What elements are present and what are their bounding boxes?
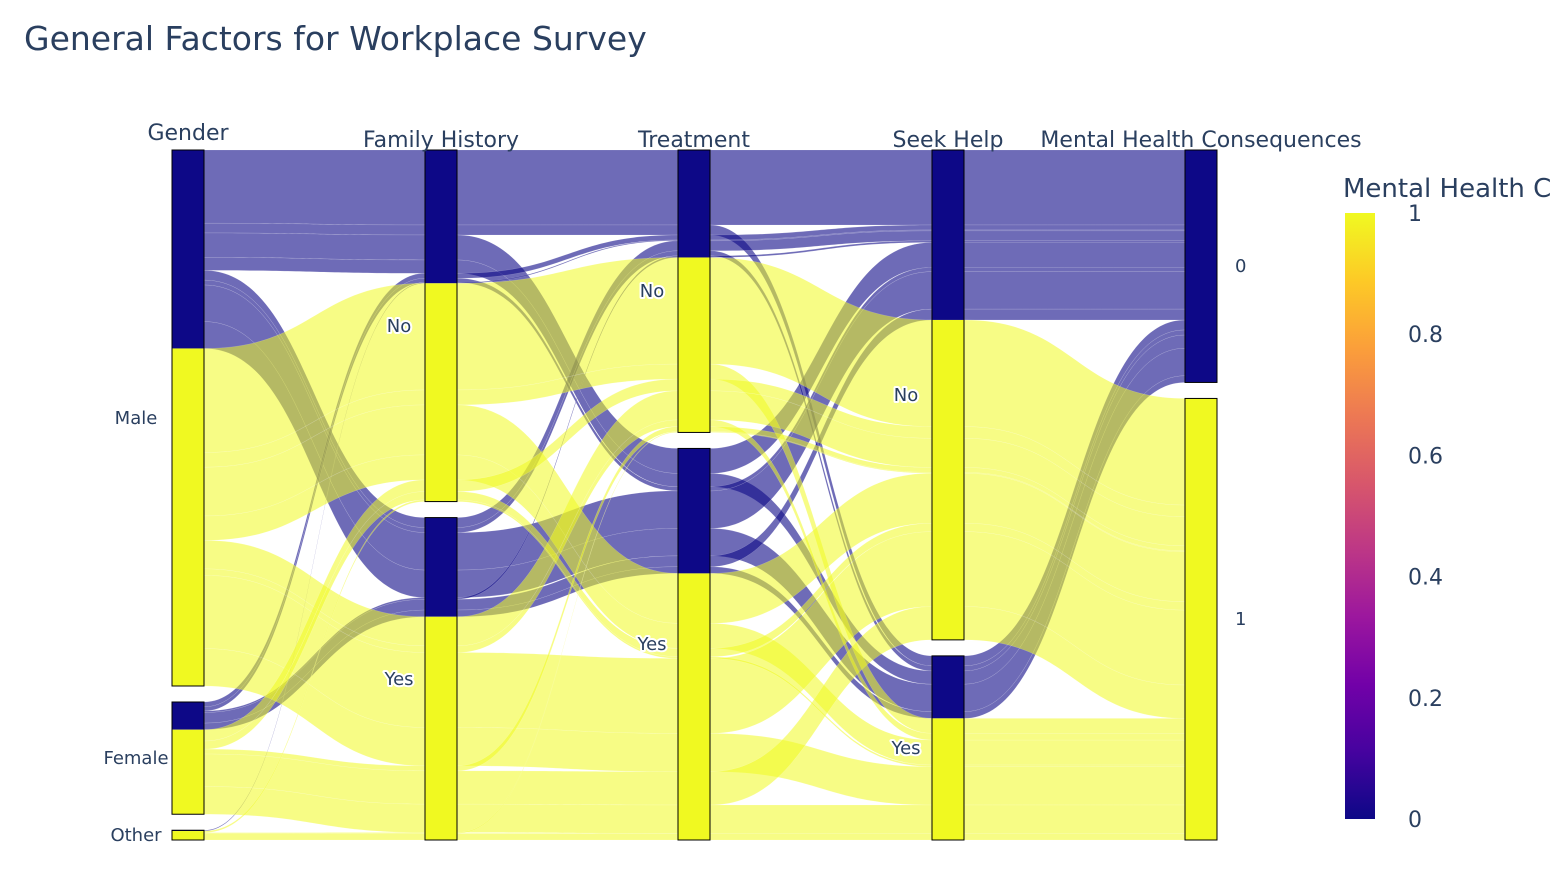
category-bar-layer: [171, 149, 1218, 841]
ribbon-male-yes-no-no-0-3[interactable]: [963, 230, 1186, 241]
category-bar-seek-help-yes[interactable]: [931, 655, 965, 841]
ribbon-male-no-no-no-0-1[interactable]: [456, 149, 679, 226]
category-bar-gender-other[interactable]: [171, 829, 205, 841]
ribbon-male-yes-yes-no-1-1[interactable]: [456, 652, 679, 734]
ribbon-other-yes-yes-yes-1-2[interactable]: [709, 833, 933, 841]
category-bar-seek-help-no[interactable]: [931, 149, 965, 641]
category-bar-family-history-yes[interactable]: [424, 517, 458, 841]
bar-segment-treatment-no-1[interactable]: [678, 257, 710, 433]
category-label-mental-health-consequences-0: 0: [1235, 256, 1246, 277]
bar-segment-gender-female-0[interactable]: [172, 701, 204, 730]
category-bar-gender-male[interactable]: [171, 149, 205, 687]
bar-segment-treatment-yes-0[interactable]: [678, 448, 710, 574]
colorbar-tick-0-8: 0.8: [1408, 323, 1443, 348]
ribbon-female-yes-no-no-0-3[interactable]: [963, 240, 1186, 243]
ribbon-other-yes-yes-yes-1-0[interactable]: [203, 833, 426, 841]
ribbon-female-no-no-no-0-3[interactable]: [963, 224, 1186, 231]
bar-segment-mental-health-consequences-0-0[interactable]: [1185, 150, 1217, 383]
ribbon-male-no-no-no-0-0[interactable]: [203, 149, 426, 226]
ribbon-female-yes-yes-no-1-1[interactable]: [456, 770, 679, 806]
bar-segment-treatment-no-0[interactable]: [678, 150, 710, 258]
ribbon-male-no-yes-yes-0-0[interactable]: [203, 257, 426, 274]
ribbon-other-yes-yes-yes-1-3[interactable]: [963, 833, 1186, 841]
category-label-family-history-yes: Yes: [383, 669, 413, 690]
colorbar-tick-1: 1: [1408, 202, 1422, 227]
colorbar-tick-0: 0: [1408, 808, 1422, 833]
ribbon-male-no-no-no-0-2[interactable]: [709, 149, 933, 226]
ribbon-male-yes-yes-yes-1-3[interactable]: [963, 766, 1186, 806]
ribbon-female-yes-yes-yes-1-2[interactable]: [709, 804, 933, 834]
category-bar-mental-health-consequences-1[interactable]: [1184, 397, 1218, 841]
dimension-label-gender[interactable]: Gender: [147, 121, 229, 146]
label-layer: Male Female Other Gender No Yes Family History…: [101, 121, 1361, 848]
ribbon-other-yes-yes-yes-1-1[interactable]: [456, 833, 679, 841]
ribbon-male-no-no-no-0-3[interactable]: [963, 149, 1186, 226]
ribbon-female-yes-yes-yes-1-3[interactable]: [963, 804, 1186, 834]
dimension-label-mental-health-consequences[interactable]: Mental Health Consequences: [1040, 128, 1361, 153]
category-label-family-history-no: No: [387, 316, 411, 337]
category-label-gender-female: Female: [103, 748, 168, 769]
ribbon-male-no-yes-no-0-0[interactable]: [203, 232, 426, 261]
ribbon-layer: [203, 149, 1186, 841]
ribbon-male-yes-no-yes-1-3[interactable]: [963, 733, 1186, 741]
ribbon-male-no-yes-yes-1-3[interactable]: [963, 739, 1186, 766]
ribbon-female-no-yes-no-0-3[interactable]: [963, 267, 1186, 272]
chart-title: General Factors for Workplace Survey: [24, 19, 647, 58]
dimension-label-seek-help[interactable]: Seek Help: [893, 128, 1004, 153]
ribbon-male-no-no-yes-0-1[interactable]: [456, 224, 679, 236]
ribbon-male-no-yes-no-0-3[interactable]: [963, 242, 1186, 268]
bar-segment-family-history-no-0[interactable]: [425, 150, 457, 284]
colorbar-tick-0-6: 0.6: [1408, 444, 1443, 469]
ribbon-male-yes-yes-yes-1-1[interactable]: [456, 727, 679, 772]
colorbar: Mental Health Consequences 0 0.2 0.4 0.6 0.8…: [1343, 174, 1550, 833]
bar-segment-treatment-yes-1[interactable]: [678, 573, 710, 840]
colorbar-ticks: 0 0.2 0.4 0.6 0.8 1: [1408, 202, 1443, 833]
category-bar-family-history-no[interactable]: [424, 149, 458, 503]
bar-segment-gender-male-1[interactable]: [172, 348, 204, 686]
bar-segment-family-history-yes-1[interactable]: [425, 616, 457, 840]
category-label-seek-help-no: No: [894, 385, 918, 406]
colorbar-gradient: [1345, 213, 1375, 819]
bar-segment-family-history-no-1[interactable]: [425, 283, 457, 502]
bar-segment-gender-male-0[interactable]: [172, 150, 204, 349]
category-label-gender-male: Male: [115, 408, 158, 429]
category-label-seek-help-yes: Yes: [890, 738, 920, 759]
bar-segment-seek-help-no-0[interactable]: [932, 150, 964, 320]
ribbon-male-no-no-yes-1-3[interactable]: [963, 718, 1186, 734]
colorbar-title: Mental Health Consequences: [1343, 174, 1550, 204]
category-label-treatment-yes: Yes: [636, 634, 666, 655]
bar-segment-gender-other-1[interactable]: [172, 831, 204, 840]
colorbar-tick-0-2: 0.2: [1408, 687, 1443, 712]
category-bar-gender-female[interactable]: [171, 701, 205, 815]
category-bar-treatment-no[interactable]: [677, 149, 711, 433]
dimension-label-treatment[interactable]: Treatment: [637, 128, 750, 153]
category-bar-mental-health-consequences-0[interactable]: [1184, 149, 1218, 383]
ribbon-female-yes-yes-no-0-3[interactable]: [963, 308, 1186, 321]
ribbon-other-no-yes-yes-1-3[interactable]: [963, 764, 1186, 767]
category-label-gender-other: Other: [110, 825, 162, 846]
bar-segment-seek-help-yes-0[interactable]: [932, 655, 964, 719]
bar-segment-seek-help-no-1[interactable]: [932, 319, 964, 640]
category-label-mental-health-consequences-1: 1: [1235, 609, 1246, 630]
ribbon-other-no-no-no-0-3[interactable]: [963, 229, 1186, 231]
ribbon-male-yes-yes-no-0-3[interactable]: [963, 271, 1186, 310]
colorbar-tick-0-4: 0.4: [1408, 566, 1443, 591]
bar-segment-gender-female-1[interactable]: [172, 729, 204, 815]
bar-segment-family-history-yes-0[interactable]: [425, 517, 457, 617]
bar-segment-seek-help-yes-1[interactable]: [932, 718, 964, 840]
bar-segment-mental-health-consequences-1-1[interactable]: [1185, 398, 1217, 840]
category-label-treatment-no: No: [640, 281, 664, 302]
category-bar-treatment-yes[interactable]: [677, 447, 711, 841]
dimension-label-family-history[interactable]: Family History: [363, 128, 519, 153]
